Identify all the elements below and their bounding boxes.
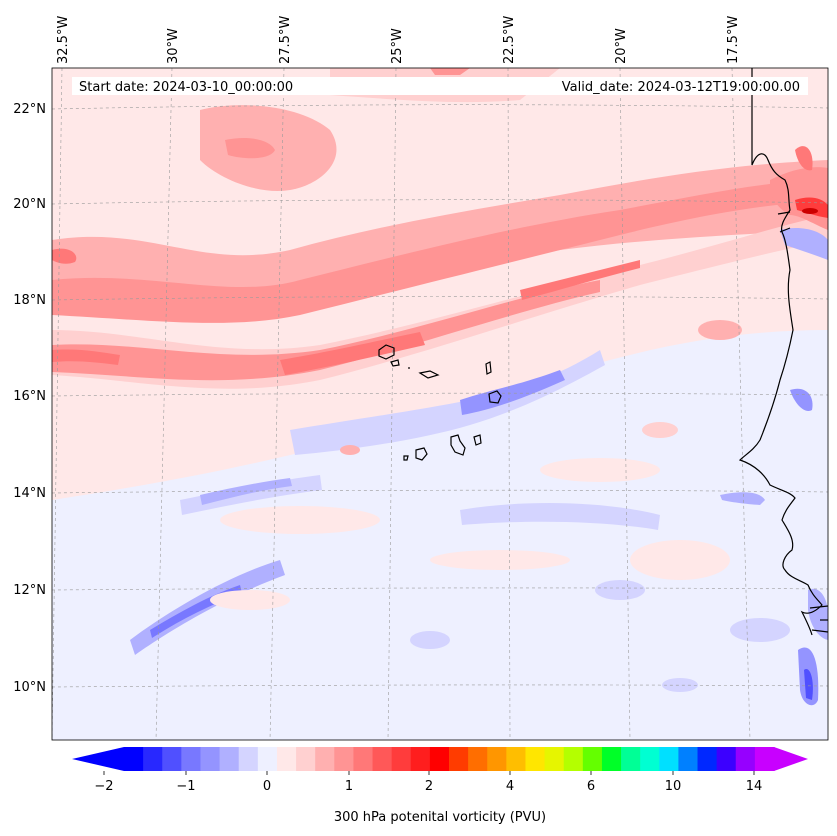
- colorbar-cell: [449, 747, 469, 771]
- pv-field: [52, 68, 828, 740]
- colorbar-extend-max: [774, 747, 808, 771]
- colorbar-cell: [601, 747, 622, 771]
- valid-date-label: Valid_date: 2024-03-12T19:00:00.00: [562, 80, 800, 95]
- colorbar-cell: [487, 747, 507, 771]
- colorbar-cell: [697, 747, 718, 771]
- colorbar-cell: [372, 747, 393, 771]
- colorbar-cell: [162, 747, 182, 771]
- colorbar-cell: [678, 747, 699, 771]
- colorbar-cell: [391, 747, 412, 771]
- lat-label: 18°N: [13, 293, 46, 308]
- lon-label: 22.5°W: [502, 16, 517, 64]
- colorbar-cell: [621, 747, 641, 771]
- colorbar-tick-label: 14: [746, 779, 763, 794]
- lon-label: 25°W: [390, 28, 405, 64]
- colorbar-cell: [429, 747, 450, 771]
- colorbar-tick-label: 10: [665, 779, 682, 794]
- colorbar-cell: [716, 747, 737, 771]
- colorbar-cell: [410, 747, 431, 771]
- colorbar-cell: [754, 747, 775, 771]
- colorbar-cell: [257, 747, 278, 771]
- lon-label: 20°W: [614, 28, 629, 64]
- start-date-label: Start date: 2024-03-10_00:00:00: [79, 80, 293, 95]
- lat-label: 10°N: [13, 680, 46, 695]
- date-strip: [72, 77, 808, 95]
- colorbar: −2 −1 0 1 2 4 6 10 14 300 hPa potenital vorticit…: [72, 747, 808, 825]
- colorbar-cell: [353, 747, 374, 771]
- map-frame: [51, 67, 829, 741]
- colorbar-tick-label: −2: [94, 779, 113, 794]
- colorbar-cell: [640, 747, 660, 771]
- colorbar-tick-label: 6: [587, 779, 595, 794]
- colorbar-cell: [315, 747, 335, 771]
- colorbar-cell: [506, 747, 527, 771]
- colorbar-tick-label: 2: [425, 779, 433, 794]
- graticule: [52, 68, 828, 740]
- colorbar-tick-label: −1: [176, 779, 195, 794]
- colorbar-cell: [468, 747, 488, 771]
- colorbar-tick-label: 1: [345, 779, 353, 794]
- lat-label: 14°N: [13, 486, 46, 501]
- lat-label: 12°N: [13, 583, 46, 598]
- lat-label: 16°N: [13, 389, 46, 404]
- lat-label: 22°N: [13, 102, 46, 117]
- colorbar-cell: [276, 747, 297, 771]
- colorbar-cell: [219, 747, 240, 771]
- colorbar-cell: [143, 747, 163, 771]
- colorbar-cell: [181, 747, 202, 771]
- colorbar-cell: [659, 747, 680, 771]
- colorbar-cell: [735, 747, 756, 771]
- colorbar-tick-label: 0: [263, 779, 271, 794]
- colorbar-cell: [525, 747, 546, 771]
- colorbar-cell: [238, 747, 259, 771]
- colorbar-cell: [124, 747, 144, 771]
- colorbar-cell: [200, 747, 221, 771]
- lon-label: 27.5°W: [278, 16, 293, 64]
- cape-verde-islands: [378, 344, 502, 461]
- colorbar-cell: [563, 747, 584, 771]
- colorbar-title: 300 hPa potenital vorticity (PVU): [334, 810, 546, 825]
- colorbar-cell: [296, 747, 316, 771]
- lon-label: 17.5°W: [726, 16, 741, 64]
- colorbar-cell: [334, 747, 355, 771]
- colorbar-cell: [544, 747, 565, 771]
- colorbar-extend-min: [72, 747, 124, 771]
- lon-label: 32.5°W: [56, 16, 71, 64]
- lon-label: 30°W: [166, 28, 181, 64]
- colorbar-tick-label: 4: [506, 779, 514, 794]
- lat-label: 20°N: [13, 197, 46, 212]
- colorbar-cell: [582, 747, 603, 771]
- coastline: [738, 68, 828, 636]
